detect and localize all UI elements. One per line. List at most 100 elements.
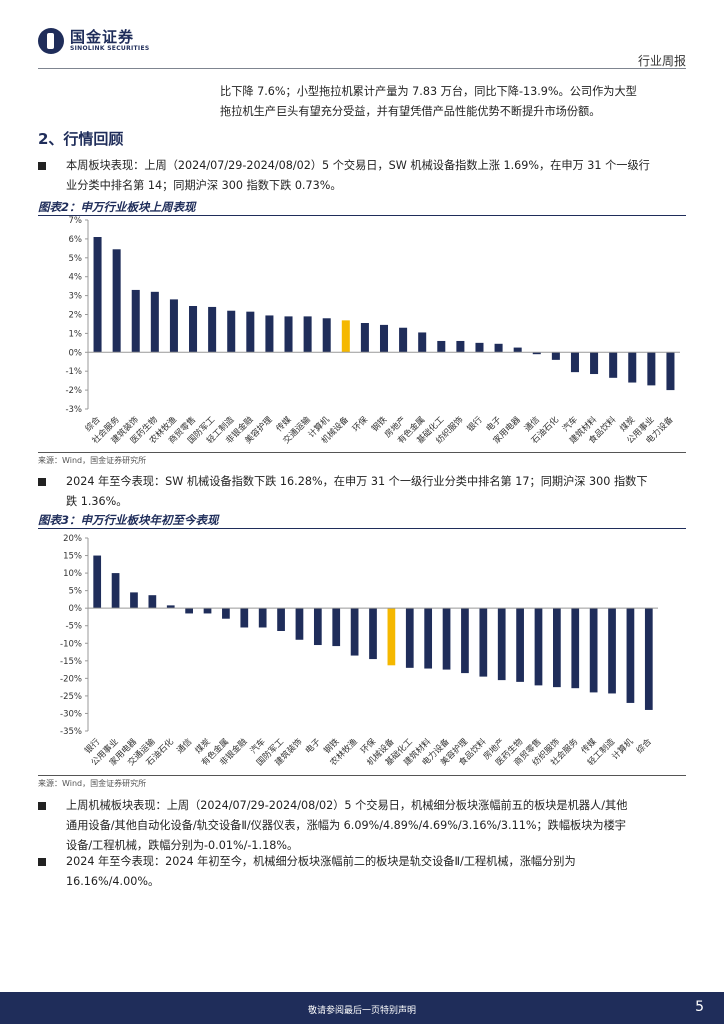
bar: [534, 608, 543, 686]
bar-highlight: [387, 608, 396, 666]
y-tick-label: 15%: [63, 552, 82, 562]
bar: [148, 595, 157, 609]
category-label: 计算机: [610, 736, 636, 762]
category-label: 通信: [174, 736, 194, 756]
bar: [203, 608, 212, 614]
bar: [208, 306, 217, 353]
figure-3-top-rule: [38, 528, 686, 529]
y-tick-label: 7%: [69, 216, 83, 226]
logo-name-cn: 国金证券: [70, 28, 135, 46]
y-tick-label: 1%: [69, 329, 83, 339]
bullet-marker: [38, 858, 46, 866]
footer-bar: [0, 992, 724, 1024]
bar: [626, 608, 635, 703]
y-tick-label: 2%: [69, 311, 83, 321]
y-tick-label: 20%: [63, 534, 82, 544]
doc-type: 行业周报: [637, 54, 686, 68]
bar: [112, 249, 121, 353]
bar: [513, 347, 522, 353]
page-number: 5: [695, 999, 704, 1015]
bullet-marker: [38, 802, 46, 810]
bullet-2-line-2: 跌 1.36%。: [66, 495, 128, 508]
bar: [461, 608, 469, 674]
bar: [553, 608, 561, 688]
bar: [666, 352, 675, 391]
bar: [647, 352, 656, 386]
bar: [265, 315, 274, 353]
bar: [590, 352, 599, 375]
figure-3-source: 来源：Wind，国金证券研究所: [38, 779, 147, 788]
bar: [532, 352, 541, 355]
bar: [258, 608, 267, 628]
bar: [222, 608, 230, 619]
intro-line-1: 比下降 7.6%；小型拖拉机累计产量为 7.83 万台，同比下降-13.9%。公…: [220, 85, 637, 98]
bar: [418, 332, 427, 353]
section-title: 2、行情回顾: [38, 130, 124, 148]
bar: [479, 608, 488, 677]
bar: [379, 324, 389, 353]
y-tick-label: -30%: [60, 709, 82, 719]
bar: [277, 608, 285, 631]
bar: [424, 608, 433, 669]
bar: [369, 608, 377, 660]
figure-3-bottom-rule: [38, 775, 686, 776]
bar: [150, 291, 159, 353]
bar: [189, 305, 198, 353]
figure-2-top-rule: [38, 215, 686, 216]
y-tick-label: -3%: [65, 405, 82, 415]
figure-3-chart: -35% -30% -25% -20% -15% -10% -5% 0% 5% 10% 15% 20%…: [60, 534, 658, 768]
bullet-1-line-2: 业分类中排名第 14；同期沪深 300 指数下跌 0.73%。: [66, 179, 342, 192]
bar: [284, 316, 293, 353]
footer-disclaimer: 敬请参阅最后一页特别声明: [307, 1006, 416, 1016]
y-tick-label: 6%: [69, 235, 83, 245]
logo-name-en: SINOLINK SECURITIES: [70, 45, 150, 52]
bar: [399, 327, 408, 353]
bar: [589, 608, 598, 693]
bar: [332, 608, 341, 647]
category-label: 电子: [303, 736, 323, 756]
bar: [437, 340, 446, 353]
bullet-marker: [38, 162, 46, 170]
bar-highlight: [341, 320, 350, 353]
category-label: 综合: [634, 736, 654, 756]
bar: [93, 237, 102, 353]
bar: [166, 605, 175, 609]
category-label: 银行: [465, 414, 485, 434]
bar: [494, 343, 503, 353]
bar: [608, 608, 616, 694]
y-tick-label: 4%: [69, 273, 83, 283]
bar: [570, 352, 579, 373]
bullet-1-line-1: 本周板块表现：上周（2024/07/29-2024/08/02）5 个交易日，S…: [66, 159, 650, 172]
bar: [609, 352, 618, 378]
y-tick-label: 5%: [69, 254, 83, 264]
header-divider: [38, 68, 686, 69]
bullet-4-line-2: 16.16%/4.00%。: [66, 875, 160, 888]
bar: [111, 573, 120, 609]
y-tick-label: 0%: [69, 348, 83, 358]
bullet-2-line-1: 2024 年至今表现：SW 机械设备指数下跌 16.28%，在申万 31 个一级…: [66, 475, 648, 488]
figure-2-source: 来源：Wind，国金证券研究所: [38, 456, 147, 465]
bar: [246, 311, 255, 353]
y-tick-label: -2%: [65, 386, 82, 396]
company-logo: 国金证券 SINOLINK SECURITIES: [38, 28, 149, 54]
bar: [516, 608, 524, 682]
logo-emblem-icon: [38, 28, 64, 54]
bar: [571, 608, 580, 689]
bar: [350, 608, 359, 656]
bar: [295, 608, 304, 640]
y-tick-label: -20%: [60, 674, 82, 684]
bullet-4-line-1: 2024 年至今表现：2024 年初至今，机械细分板块涨幅前二的板块是轨交设备Ⅱ…: [66, 855, 576, 868]
bar: [185, 608, 193, 614]
intro-line-2: 拖拉机生产巨头有望充分受益，并有望凭借产品性能优势不断提升市场份额。: [220, 105, 601, 118]
figure-2-title: 图表2：申万行业板块上周表现: [38, 200, 196, 214]
y-tick-label: -5%: [65, 622, 82, 632]
bar: [169, 299, 178, 353]
figure-3-title: 图表3：申万行业板块年初至今表现: [38, 513, 219, 527]
bar: [475, 342, 484, 353]
bullet-marker: [38, 478, 46, 486]
bar: [227, 310, 236, 353]
bar: [497, 608, 506, 681]
bullet-3-line-1: 上周机械板块表现：上周（2024/07/29-2024/08/02）5 个交易日…: [66, 799, 628, 812]
figure-2-bottom-rule: [38, 452, 686, 453]
bar: [130, 592, 138, 609]
